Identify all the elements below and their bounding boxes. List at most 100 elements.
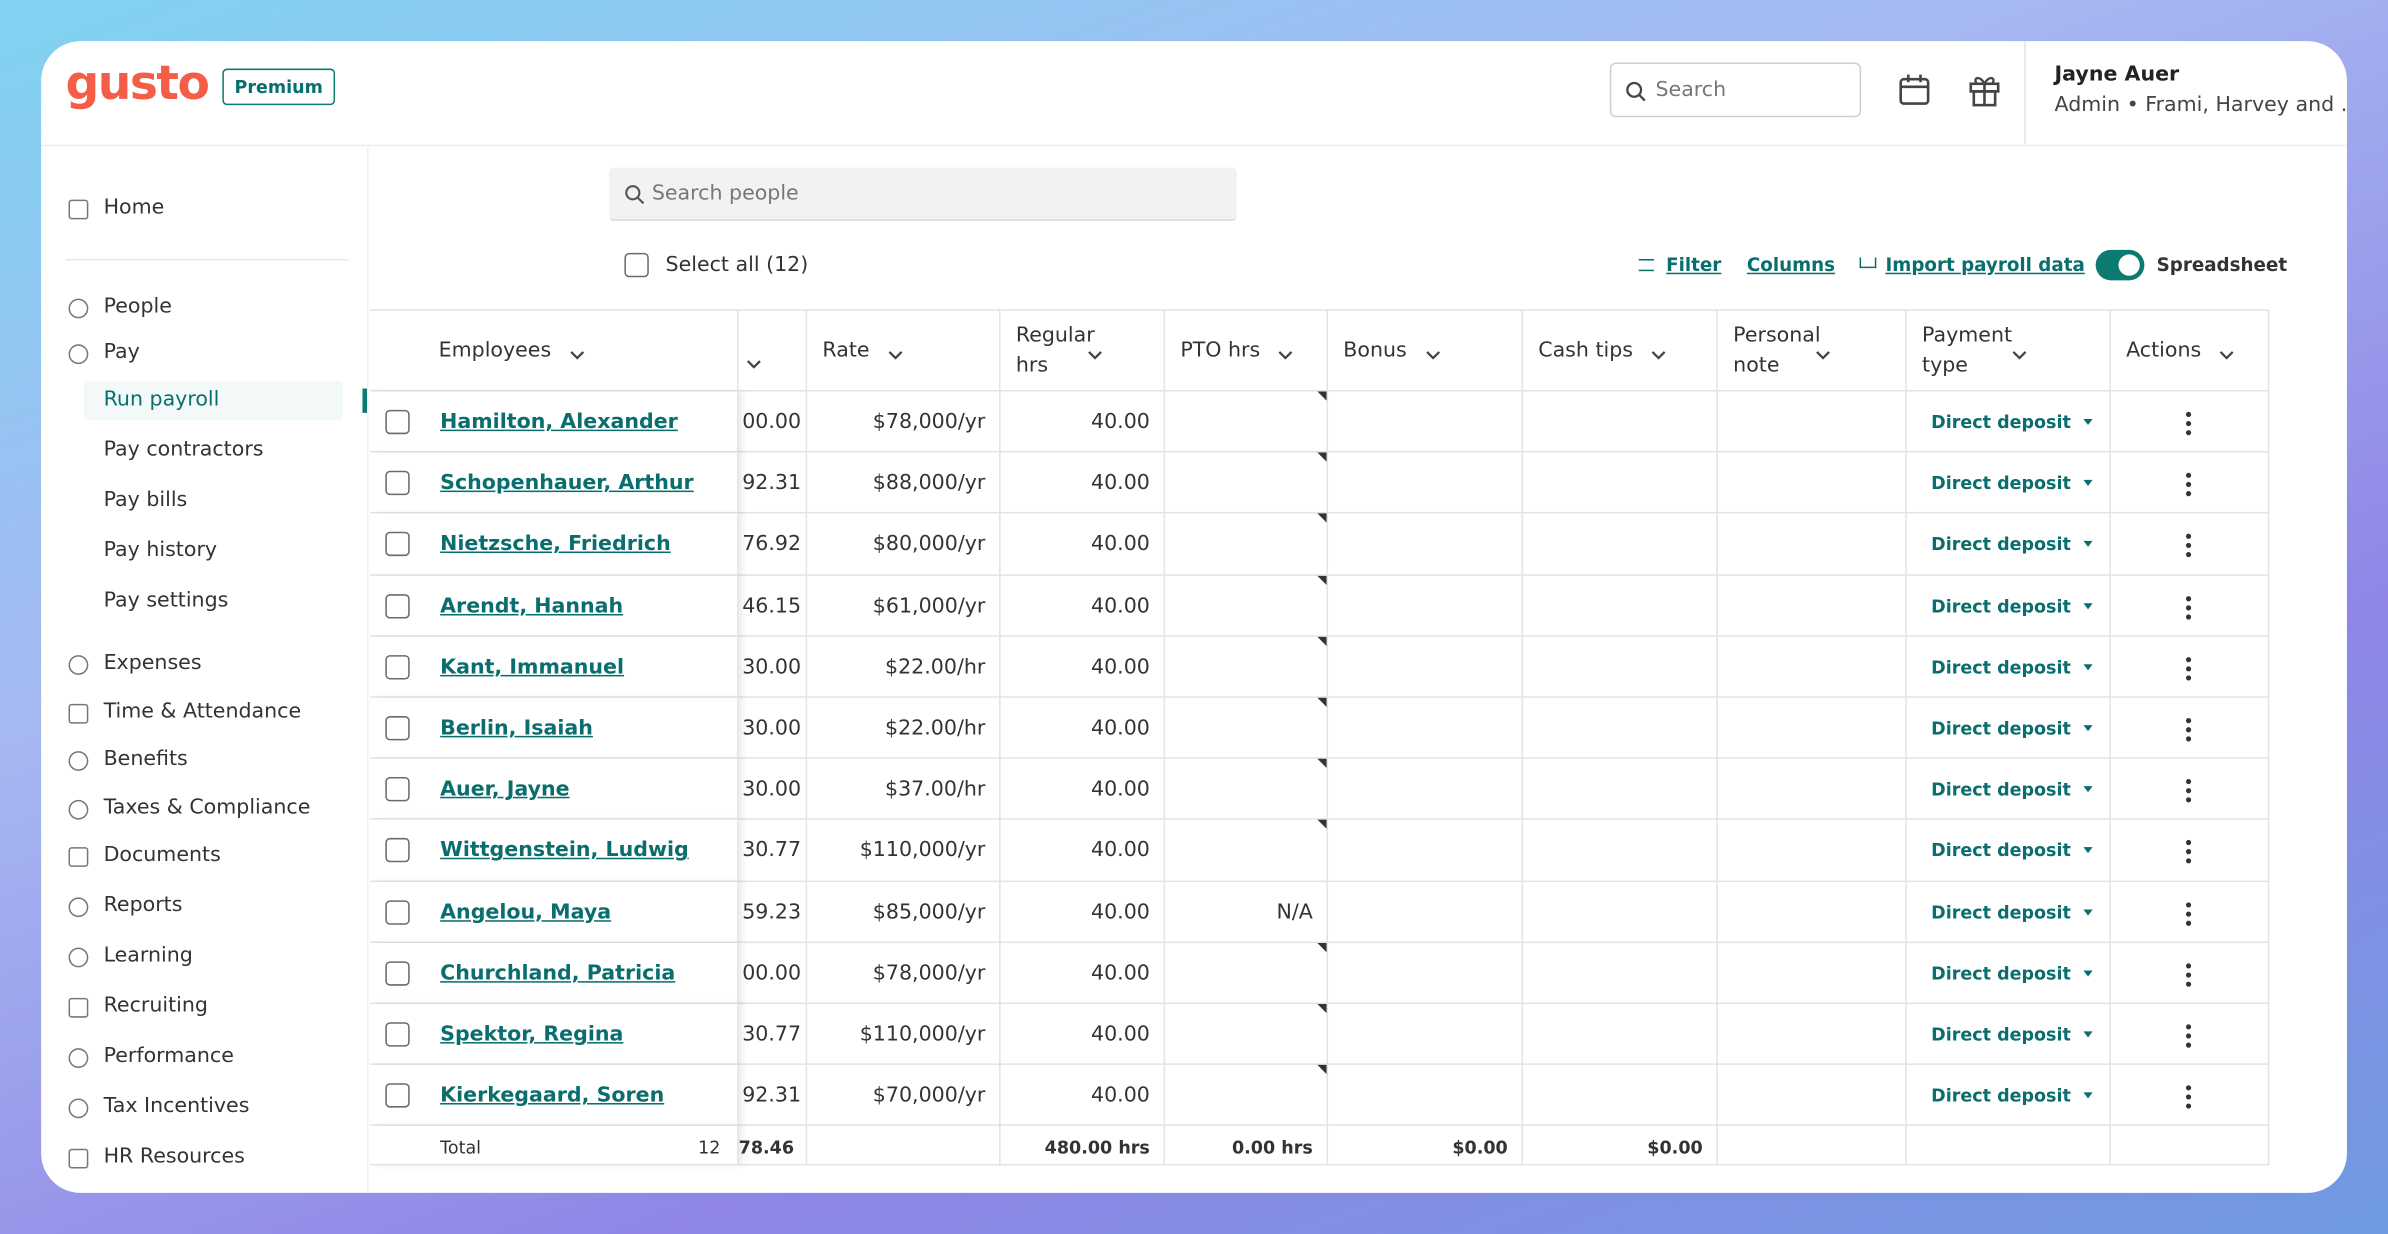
payment-type[interactable]: Direct deposit	[1931, 901, 2093, 923]
row-regular-hrs[interactable]: 40.00	[1090, 409, 1150, 435]
column-header[interactable]: PTO hrs	[1180, 309, 1294, 391]
row-actions[interactable]	[2185, 779, 2192, 803]
row-actions[interactable]	[2185, 1024, 2192, 1048]
nav-item[interactable]: Pay settings	[103, 588, 229, 613]
row-checkbox[interactable]	[385, 961, 410, 986]
nav-item[interactable]: Taxes & Compliance	[103, 795, 311, 820]
gift-icon[interactable]	[1968, 73, 2002, 107]
employee-name[interactable]: Spektor, Regina	[440, 1022, 624, 1047]
row-checkbox[interactable]	[385, 716, 410, 741]
payment-type[interactable]: Direct deposit	[1931, 473, 2093, 494]
select-all-checkbox[interactable]	[624, 252, 649, 278]
columns-link[interactable]: Columns	[1746, 254, 1836, 276]
row-actions[interactable]	[2185, 595, 2192, 619]
payment-type[interactable]: Direct deposit	[1931, 595, 2093, 616]
nav-item[interactable]: People	[103, 294, 172, 319]
row-actions[interactable]	[2185, 473, 2192, 497]
nav-item[interactable]: Benefits	[103, 746, 188, 771]
nav-item[interactable]: Pay contractors	[103, 437, 264, 462]
row-actions[interactable]	[2185, 718, 2192, 742]
employee-name[interactable]: Berlin, Isaiah	[440, 716, 593, 741]
employee-name[interactable]: Arendt, Hannah	[440, 593, 624, 618]
logo[interactable]: gusto	[65, 56, 209, 112]
row-actions[interactable]	[2185, 534, 2192, 558]
row-checkbox[interactable]	[385, 1083, 410, 1108]
row-checkbox[interactable]	[385, 1022, 410, 1047]
row-actions[interactable]	[2185, 656, 2192, 681]
row-checkbox[interactable]	[385, 409, 410, 435]
row-actions[interactable]	[2185, 962, 2192, 987]
nav-item[interactable]: Expenses	[103, 650, 202, 675]
row-checkbox[interactable]	[385, 777, 410, 802]
nav-item[interactable]: Performance	[103, 1043, 234, 1068]
column-header[interactable]: Cash tips	[1538, 309, 1666, 391]
employee-name[interactable]: Schopenhauer, Arthur	[440, 471, 694, 496]
row-regular-hrs[interactable]: 40.00	[1090, 961, 1150, 986]
employee-name[interactable]: Kierkegaard, Soren	[440, 1083, 665, 1108]
nav-item[interactable]: Documents	[103, 842, 221, 867]
row-actions[interactable]	[2185, 840, 2192, 864]
row-checkbox[interactable]	[385, 654, 410, 680]
column-header[interactable]: Actions	[2126, 309, 2235, 391]
user-name[interactable]: Jayne Auer	[2054, 62, 2180, 87]
column-header[interactable]: Employees	[385, 309, 584, 391]
payment-type[interactable]: Direct deposit	[1931, 963, 2093, 984]
row-regular-hrs[interactable]: 40.00	[1090, 654, 1150, 680]
employee-name[interactable]: Auer, Jayne	[440, 777, 570, 802]
column-header[interactable]: Payment type	[1922, 309, 2027, 391]
row-regular-hrs[interactable]: 40.00	[1090, 716, 1150, 741]
payment-type[interactable]: Direct deposit	[1931, 779, 2093, 800]
people-search[interactable]: Search people	[609, 167, 1237, 221]
payment-type[interactable]: Direct deposit	[1931, 534, 2093, 555]
column-header[interactable]: Regular hrs	[1016, 309, 1102, 391]
row-checkbox[interactable]	[385, 899, 410, 925]
import-link[interactable]: Import payroll data	[1885, 254, 2085, 276]
nav-item[interactable]: Time & Attendance	[103, 699, 302, 724]
employee-name[interactable]: Kant, Immanuel	[440, 654, 625, 680]
employee-name[interactable]: Angelou, Maya	[440, 899, 612, 925]
row-checkbox[interactable]	[385, 838, 410, 863]
nav-item[interactable]: HR Resources	[103, 1144, 245, 1169]
employee-name[interactable]: Nietzsche, Friedrich	[440, 532, 671, 557]
payment-type[interactable]: Direct deposit	[1931, 656, 2093, 678]
employee-name[interactable]: Churchland, Patricia	[440, 961, 676, 986]
payment-type[interactable]: Direct deposit	[1931, 1024, 2093, 1045]
filter-link[interactable]: Filter	[1666, 254, 1722, 276]
nav-item[interactable]: Recruiting	[103, 993, 208, 1018]
payment-type[interactable]: Direct deposit	[1931, 840, 2093, 861]
row-regular-hrs[interactable]: 40.00	[1090, 838, 1150, 863]
column-header[interactable]: Bonus	[1343, 309, 1440, 391]
nav-item[interactable]: Reports	[103, 892, 183, 918]
payment-type[interactable]: Direct deposit	[1931, 1085, 2093, 1106]
nav-item[interactable]: Learning	[103, 943, 193, 968]
row-checkbox[interactable]	[385, 471, 410, 496]
employee-name[interactable]: Hamilton, Alexander	[440, 409, 678, 435]
row-checkbox[interactable]	[385, 532, 410, 557]
row-regular-hrs[interactable]: 40.00	[1090, 532, 1150, 557]
row-regular-hrs[interactable]: 40.00	[1090, 777, 1150, 802]
nav-item[interactable]: Home	[103, 195, 165, 220]
employee-name[interactable]: Wittgenstein, Ludwig	[440, 838, 689, 863]
row-regular-hrs[interactable]: 40.00	[1090, 899, 1150, 925]
column-header[interactable]: Personal note	[1733, 309, 1831, 391]
row-actions[interactable]	[2185, 901, 2192, 926]
row-regular-hrs[interactable]: 40.00	[1090, 1022, 1150, 1047]
row-regular-hrs[interactable]: 40.00	[1090, 1083, 1150, 1108]
row-actions[interactable]	[2185, 411, 2192, 436]
nav-item[interactable]: Tax Incentives	[103, 1093, 250, 1119]
row-actions[interactable]	[2185, 1085, 2192, 1109]
spreadsheet-toggle[interactable]	[2095, 249, 2145, 281]
select-all-label[interactable]: Select all (12)	[665, 252, 809, 278]
payment-type[interactable]: Direct deposit	[1931, 411, 2093, 433]
row-regular-hrs[interactable]: 40.00	[1090, 471, 1150, 496]
global-search[interactable]: Search	[1609, 62, 1862, 118]
nav-item[interactable]: Pay bills	[103, 487, 188, 512]
column-header[interactable]: Rate	[822, 309, 903, 391]
nav-item[interactable]: Pay	[103, 339, 140, 365]
payment-type[interactable]: Direct deposit	[1931, 718, 2093, 739]
nav-item[interactable]: Run payroll	[103, 386, 220, 412]
calendar-icon[interactable]	[1898, 73, 1932, 107]
row-checkbox[interactable]	[385, 593, 410, 618]
nav-item[interactable]: Pay history	[103, 537, 218, 563]
row-regular-hrs[interactable]: 40.00	[1090, 593, 1150, 618]
